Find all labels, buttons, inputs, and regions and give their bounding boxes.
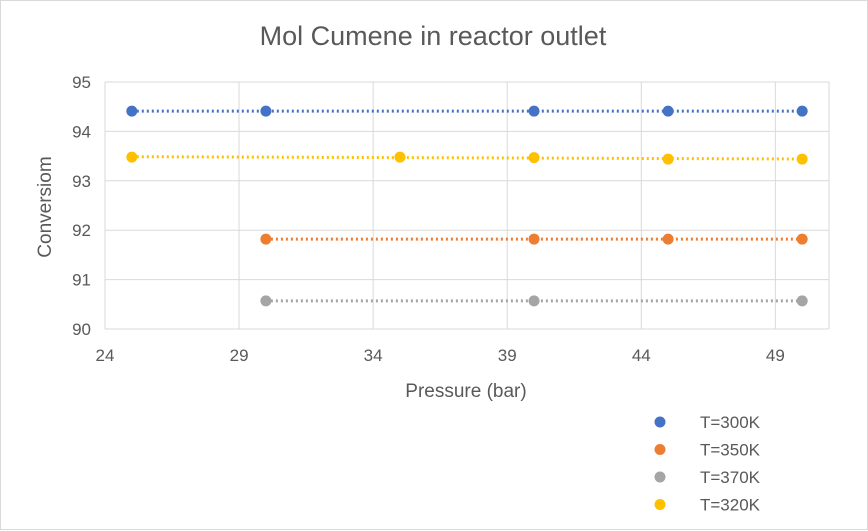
y-axis-label: Conversiom (35, 156, 56, 257)
data-point-t=320k (394, 151, 406, 163)
data-point-t=320k (662, 153, 674, 165)
x-axis-label: Pressure (bar) (405, 381, 526, 402)
x-tick-label: 44 (632, 346, 651, 365)
legend-marker (654, 471, 666, 483)
data-point-t=300k (260, 105, 272, 117)
data-point-t=300k (662, 105, 674, 117)
data-point-t=350k (528, 233, 540, 245)
y-tick-label: 92 (72, 221, 91, 240)
legend-marker (654, 416, 666, 428)
trendline-t=320k (131, 155, 803, 161)
x-tick-label: 39 (498, 346, 517, 365)
data-point-t=370k (528, 295, 540, 307)
chart-title: Mol Cumene in reactor outlet (260, 21, 607, 51)
data-point-t=350k (662, 233, 674, 245)
data-point-t=350k (260, 233, 272, 245)
series-layer (126, 105, 808, 307)
legend-marker (654, 444, 666, 455)
x-tick-label: 29 (230, 346, 249, 365)
data-point-t=350k (796, 233, 808, 245)
data-point-t=370k (260, 295, 272, 307)
data-point-t=320k (126, 151, 138, 163)
legend-label: T=320K (700, 496, 761, 515)
data-point-t=300k (796, 105, 808, 117)
legend-label: T=300K (700, 413, 761, 432)
data-point-t=300k (126, 105, 138, 117)
axis-ticks: 90 91 92 93 94 95 24 29 34 39 44 49 (72, 73, 785, 365)
legend: T=300K T=350K T=370K T=320K (654, 413, 761, 515)
y-tick-label: 95 (72, 73, 91, 92)
data-point-t=370k (796, 295, 808, 307)
x-tick-label: 24 (96, 346, 115, 365)
y-tick-label: 94 (72, 122, 91, 141)
legend-marker (654, 499, 666, 510)
y-tick-label: 91 (72, 271, 91, 290)
x-tick-label: 49 (766, 346, 785, 365)
gridlines (104, 81, 830, 330)
legend-label: T=350K (700, 441, 761, 460)
y-tick-label: 93 (72, 172, 91, 191)
x-tick-label: 34 (364, 346, 383, 365)
data-point-t=320k (528, 152, 540, 164)
y-tick-label: 90 (72, 320, 91, 339)
data-point-t=300k (528, 105, 540, 117)
legend-label: T=370K (700, 468, 761, 487)
data-point-t=320k (796, 153, 808, 165)
